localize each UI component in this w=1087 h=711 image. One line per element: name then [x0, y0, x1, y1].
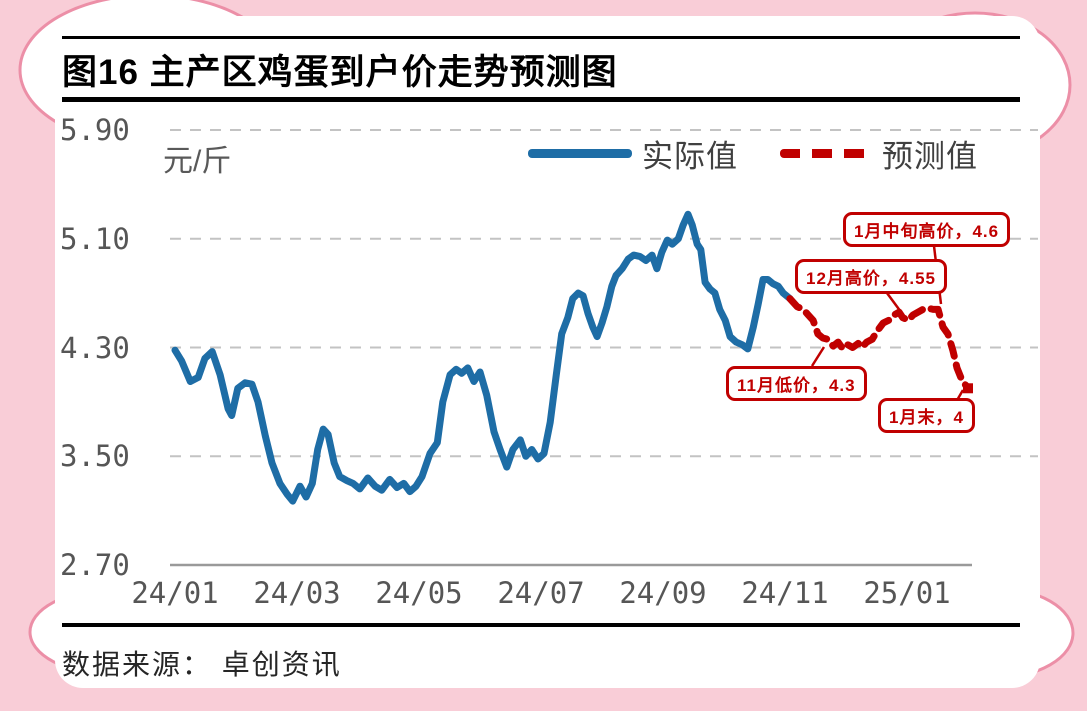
y-tick-label: 3.50: [60, 439, 130, 474]
data-source-note: 数据来源： 卓创资讯: [62, 649, 342, 680]
x-tick-label: 24/01: [131, 576, 219, 610]
x-tick-label: 24/07: [497, 576, 585, 610]
y-tick-label: 2.70: [60, 548, 130, 582]
legend-label-actual: 实际值: [642, 139, 738, 174]
x-tick-label: 24/03: [253, 576, 341, 610]
annotation-callout-line: [810, 346, 826, 367]
forecast-end-marker: [963, 383, 973, 394]
legend-label-forecast: 预测值: [882, 139, 978, 174]
source-divider-rule: [62, 623, 1020, 627]
y-axis-unit-label: 元/斤: [163, 145, 232, 178]
actual-line: [171, 210, 794, 505]
x-tick-label: 25/01: [863, 576, 951, 610]
annotation-nov-low: 11月低价，4.3: [726, 366, 867, 401]
x-tick-label: 24/09: [619, 576, 707, 610]
annotation-jan-end: 1月末，4: [878, 398, 975, 433]
y-tick-label: 4.30: [60, 330, 130, 365]
y-tick-label: 5.90: [60, 113, 130, 147]
page-title: 图16 主产区鸡蛋到户价走势预测图: [62, 53, 618, 92]
title-bottom-rule: [62, 97, 1020, 102]
annotation-dec-high: 12月高价，4.55: [795, 259, 947, 294]
x-tick-label: 24/05: [375, 576, 463, 610]
x-tick-label: 24/11: [741, 576, 829, 610]
actual-line-swatch: [528, 149, 632, 158]
forecast-line: [786, 295, 972, 392]
annotation-jan-mid-high: 1月中旬高价，4.6: [843, 212, 1011, 247]
forecast-line-swatch: [780, 149, 872, 158]
y-tick-label: 5.10: [60, 221, 130, 256]
chart-legend: 实际值 预测值: [528, 131, 978, 176]
content-card: [55, 16, 1040, 688]
title-top-rule: [62, 36, 1020, 39]
